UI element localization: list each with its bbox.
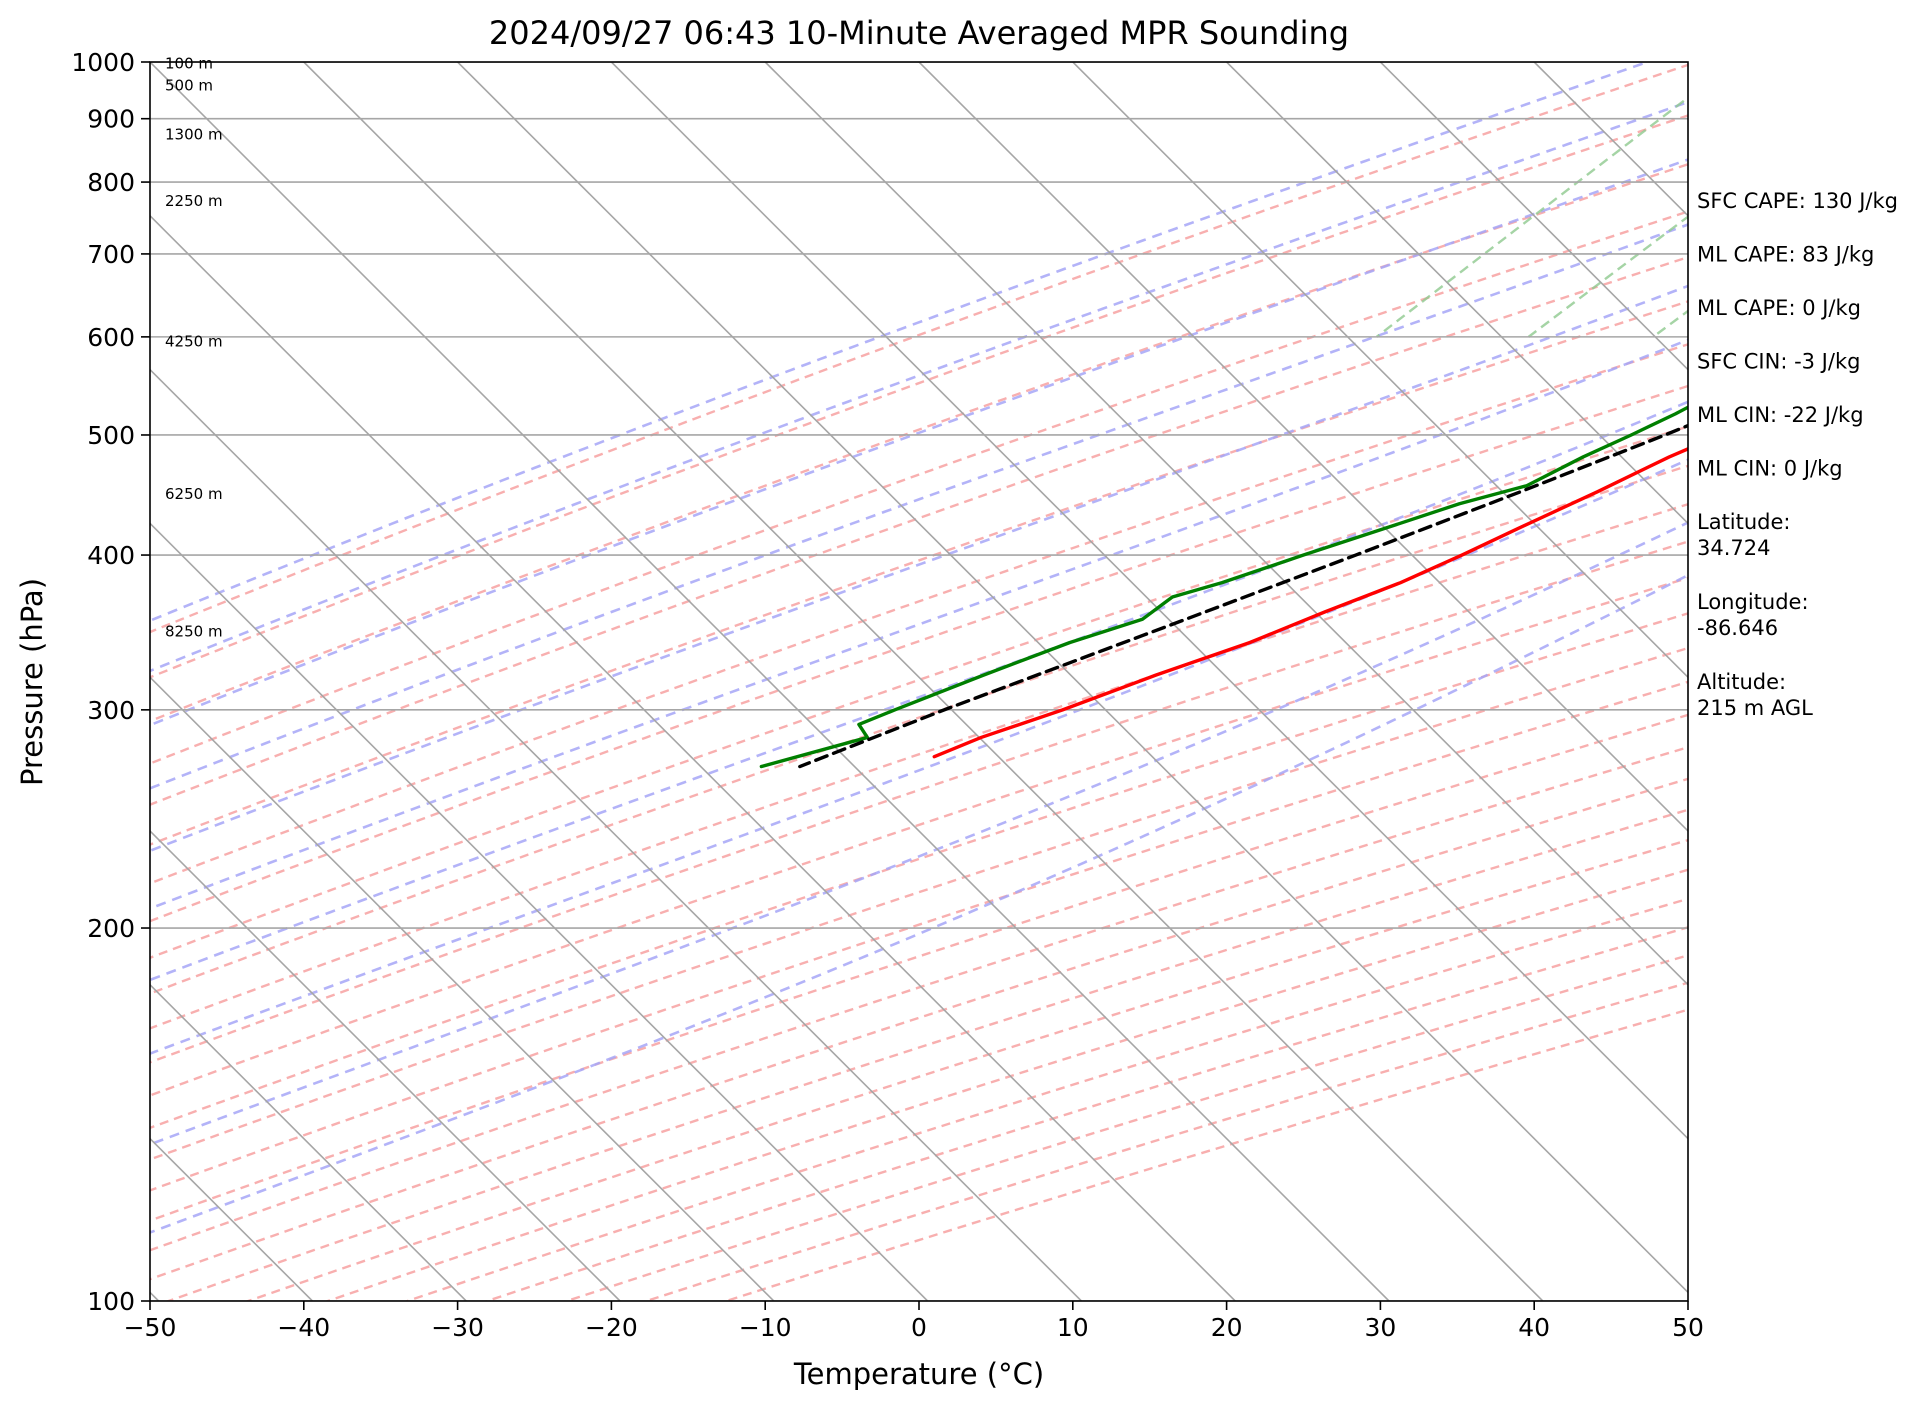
isotherm bbox=[1379, 62, 1688, 371]
y-tick-label: 400 bbox=[87, 541, 135, 570]
info-line: SFC CIN: -3 J/kg bbox=[1697, 350, 1860, 374]
info-line: Latitude: bbox=[1697, 510, 1791, 534]
isotherm bbox=[764, 62, 1688, 986]
height-label: 2250 m bbox=[165, 192, 223, 210]
isotherm bbox=[1072, 62, 1688, 679]
height-label: 4250 m bbox=[165, 332, 223, 350]
y-tick-label: 200 bbox=[87, 914, 135, 943]
y-tick-label: 500 bbox=[87, 421, 135, 450]
moist-adiabat bbox=[150, 62, 1652, 623]
info-line-value: 34.724 bbox=[1697, 536, 1770, 560]
info-line: Altitude: bbox=[1697, 670, 1786, 694]
isotherm bbox=[150, 829, 621, 1301]
dry-adiabat bbox=[150, 255, 1688, 806]
x-tick-label: −40 bbox=[277, 1313, 330, 1342]
isotherm bbox=[150, 214, 1236, 1301]
y-axis-label: Pressure (hPa) bbox=[15, 578, 49, 786]
dry-adiabat bbox=[150, 646, 1688, 1161]
x-tick-label: 50 bbox=[1672, 1313, 1704, 1342]
dry-adiabat bbox=[150, 114, 1688, 679]
series-line-2 bbox=[759, 405, 1688, 769]
y-axis-ticks: 1000 900 800 700 600 500 400 300 200 100 bbox=[71, 48, 150, 1316]
isotherm bbox=[150, 983, 467, 1301]
dry-adiabat bbox=[150, 300, 1688, 846]
info-line: ML CAPE: 83 J/kg bbox=[1697, 243, 1874, 267]
isotherm bbox=[457, 62, 1688, 1294]
info-line-value: 215 m AGL bbox=[1697, 696, 1813, 720]
y-tick-label: 600 bbox=[87, 323, 135, 352]
height-label: 1300 m bbox=[165, 125, 223, 143]
dry-adiabat bbox=[150, 502, 1688, 1030]
height-label: 500 m bbox=[165, 77, 213, 95]
pressure-gridlines bbox=[150, 62, 1688, 1301]
x-tick-label: 30 bbox=[1364, 1313, 1396, 1342]
moist-adiabat bbox=[150, 100, 1688, 673]
isotherm bbox=[150, 522, 929, 1301]
isotherm bbox=[150, 62, 1390, 1301]
x-tick-label: 0 bbox=[911, 1313, 927, 1342]
moist-adiabat bbox=[150, 338, 1688, 910]
isotherm bbox=[1226, 62, 1688, 525]
y-tick-label: 800 bbox=[87, 168, 135, 197]
y-tick-label: 900 bbox=[87, 105, 135, 134]
isotherm bbox=[918, 62, 1688, 833]
x-tick-label: 10 bbox=[1057, 1313, 1089, 1342]
info-line: ML CIN: -22 J/kg bbox=[1697, 403, 1864, 427]
chart-title: 2024/09/27 06:43 10-Minute Averaged MPR … bbox=[489, 14, 1349, 52]
x-axis-label: Temperature (°C) bbox=[793, 1357, 1044, 1391]
y-tick-label: 100 bbox=[87, 1287, 135, 1316]
info-line: ML CAPE: 0 J/kg bbox=[1697, 296, 1861, 320]
dry-adiabat bbox=[150, 63, 1688, 634]
series-line-3 bbox=[798, 423, 1688, 769]
x-tick-label: −50 bbox=[124, 1313, 177, 1342]
isotherm bbox=[610, 62, 1688, 1140]
height-label: 6250 m bbox=[165, 485, 223, 503]
moist-adiabat bbox=[150, 400, 1688, 982]
y-tick-label: 300 bbox=[87, 696, 135, 725]
info-line: SFC CAPE: 130 J/kg bbox=[1697, 189, 1898, 213]
x-tick-label: 40 bbox=[1518, 1313, 1550, 1342]
x-axis-ticks: −50 −40 −30 −20 −10 0 10 20 30 40 50 bbox=[124, 1301, 1704, 1342]
dry-adiabat bbox=[150, 713, 1688, 1222]
info-panel: SFC CAPE: 130 J/kg ML CAPE: 83 J/kg ML CAP… bbox=[1697, 189, 1898, 720]
x-tick-label: −20 bbox=[585, 1313, 638, 1342]
info-line: ML CIN: 0 J/kg bbox=[1697, 457, 1843, 481]
series-line-1 bbox=[932, 447, 1688, 759]
y-tick-label: 700 bbox=[87, 240, 135, 269]
dry-adiabat bbox=[150, 384, 1688, 923]
dry-adiabat bbox=[150, 210, 1688, 765]
isotherm bbox=[303, 62, 1544, 1301]
isotherm bbox=[150, 676, 775, 1301]
series-layer bbox=[759, 405, 1688, 769]
dry-adiabat bbox=[150, 612, 1688, 1130]
isotherm bbox=[150, 368, 1082, 1301]
height-labels: 8250 m 6250 m 4250 m 2250 m 1300 m 500 m 100 m bbox=[165, 55, 223, 641]
info-line-value: -86.646 bbox=[1697, 616, 1778, 640]
x-tick-label: 20 bbox=[1211, 1313, 1243, 1342]
height-label: 8250 m bbox=[165, 623, 223, 641]
moist-adiabat bbox=[150, 521, 1688, 1146]
info-line: Longitude: bbox=[1697, 590, 1809, 614]
height-label: 100 m bbox=[165, 55, 213, 73]
x-tick-label: −30 bbox=[431, 1313, 484, 1342]
background-lines bbox=[150, 62, 1688, 1301]
x-tick-label: −10 bbox=[739, 1313, 792, 1342]
y-tick-label: 1000 bbox=[71, 48, 135, 77]
